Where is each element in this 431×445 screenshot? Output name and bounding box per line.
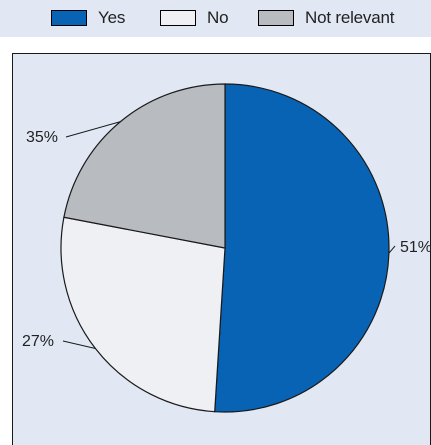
data-label-no: 27% (22, 333, 54, 350)
legend-item-not-relevant: Not relevant (258, 8, 394, 27)
pie-slice-not-relevant (63, 83, 226, 249)
legend-item-yes: Yes (51, 8, 125, 27)
legend-label-yes: Yes (98, 7, 126, 27)
legend-item-no: No (160, 7, 229, 27)
data-label-not-relevant: 35% (26, 129, 58, 146)
pie-slice-yes (214, 83, 390, 413)
legend-swatch-not-relevant (258, 9, 294, 26)
pie-slice-no (60, 216, 226, 413)
leader-line-not-relevant (65, 121, 121, 138)
legend-label-not-relevant: Not relevant (305, 7, 395, 27)
data-label-yes: 51% (400, 239, 431, 256)
legend: Yes No Not relevant (0, 0, 431, 37)
leader-line-no (62, 340, 96, 350)
legend-swatch-yes (51, 9, 87, 26)
legend-swatch-no (160, 9, 196, 26)
leader-line-yes (388, 245, 396, 254)
legend-label-no: No (207, 7, 229, 27)
